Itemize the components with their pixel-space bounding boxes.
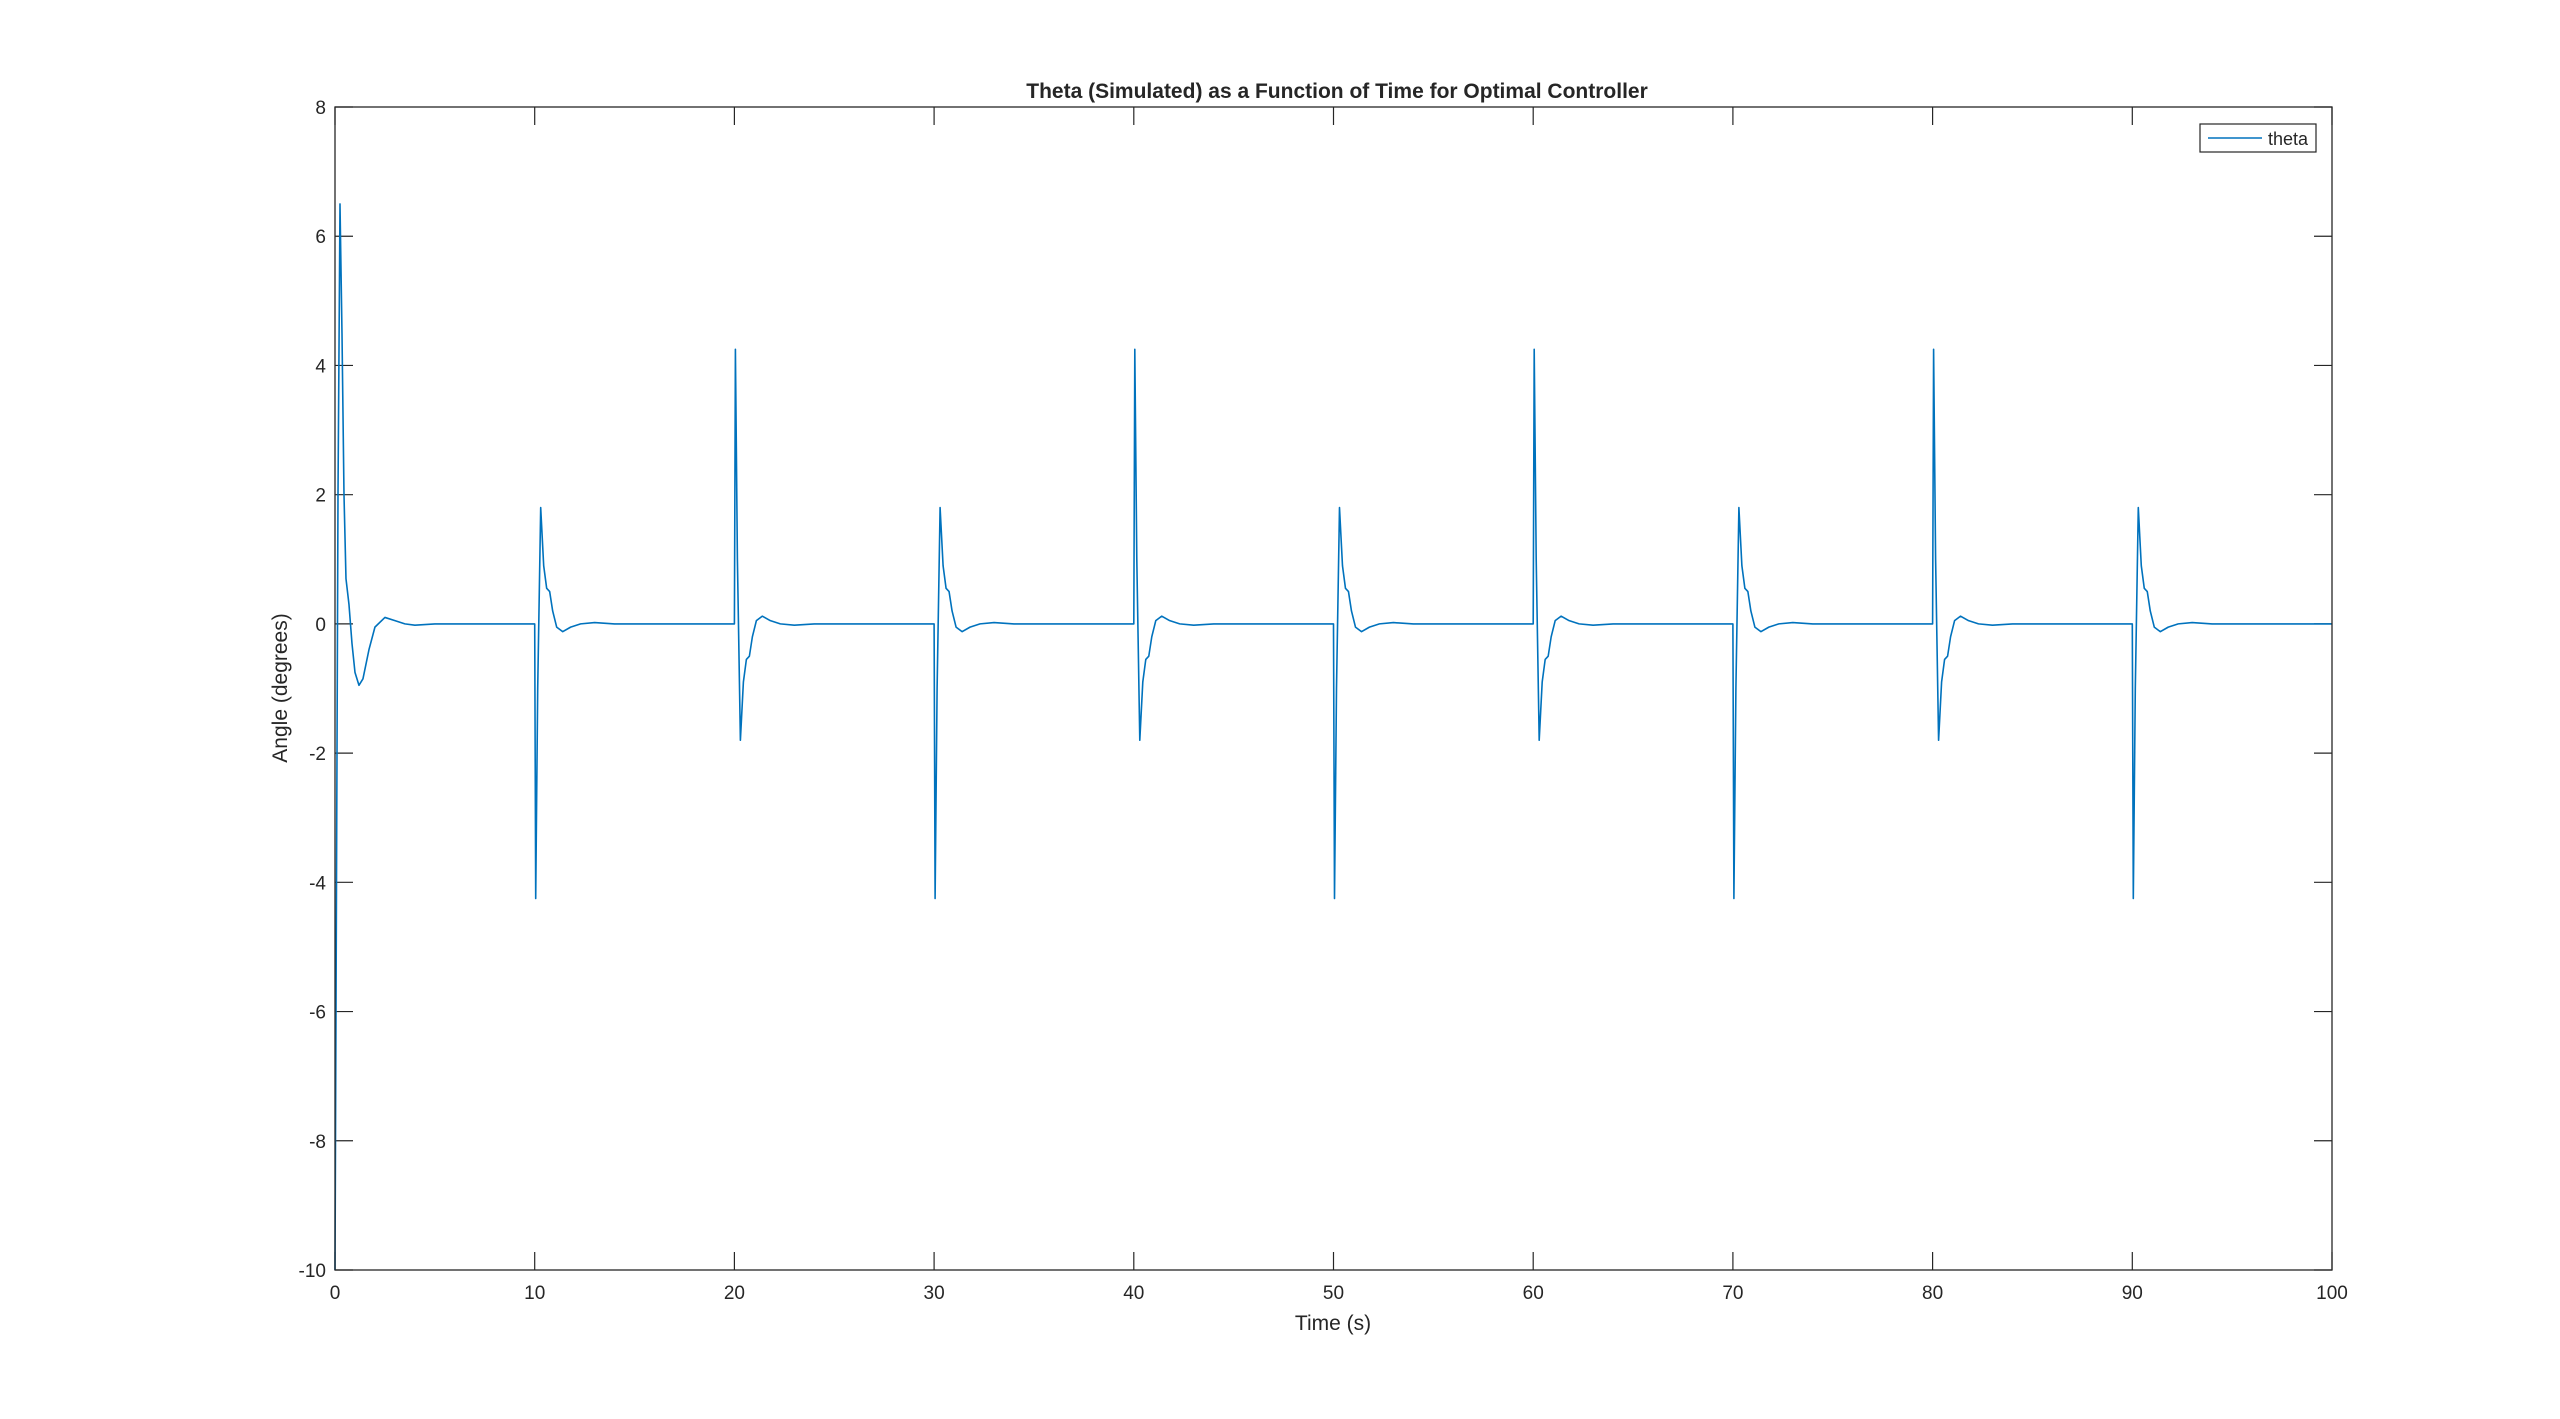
y-tick-label: -4: [309, 873, 326, 894]
x-tick-label: 10: [524, 1283, 545, 1304]
x-tick-label: 40: [1123, 1283, 1144, 1304]
y-axis-label: Angle (degrees): [269, 613, 292, 762]
x-tick-label: 80: [1922, 1283, 1943, 1304]
x-tick-label: 100: [2316, 1283, 2348, 1304]
legend-label-theta: theta: [2268, 129, 2309, 149]
y-tick-label: 8: [315, 98, 326, 119]
y-tick-label: -2: [309, 744, 326, 765]
x-tick-label: 30: [924, 1283, 945, 1304]
x-tick-label: 50: [1323, 1283, 1344, 1304]
x-tick-label: 70: [1722, 1283, 1743, 1304]
y-tick-label: 0: [315, 615, 326, 636]
y-tick-label: -8: [309, 1132, 326, 1153]
y-tick-label: 6: [315, 227, 326, 248]
x-tick-label: 60: [1523, 1283, 1544, 1304]
tick-labels: 0 10 20 30 40 50 60 70 80 90 100 -10 -8 -6 -4 -2 0 2 4 6 8: [299, 98, 2348, 1304]
y-tick-label: 4: [315, 356, 326, 377]
x-tick-label: 20: [724, 1283, 745, 1304]
legend[interactable]: theta: [2199, 123, 2317, 153]
y-tick-label: -6: [309, 1003, 326, 1024]
x-axis-label: Time (s): [1295, 1312, 1371, 1335]
series-layer: [334, 203, 2332, 1271]
series-line-theta: [334, 203, 2332, 1271]
x-tick-label: 90: [2122, 1283, 2143, 1304]
axes-box: [334, 106, 2333, 1271]
y-tick-label: 2: [315, 486, 326, 507]
x-tick-label: 0: [330, 1283, 341, 1304]
chart-title: Theta (Simulated) as a Function of Time …: [1026, 80, 1648, 103]
y-tick-label: -10: [299, 1261, 326, 1282]
